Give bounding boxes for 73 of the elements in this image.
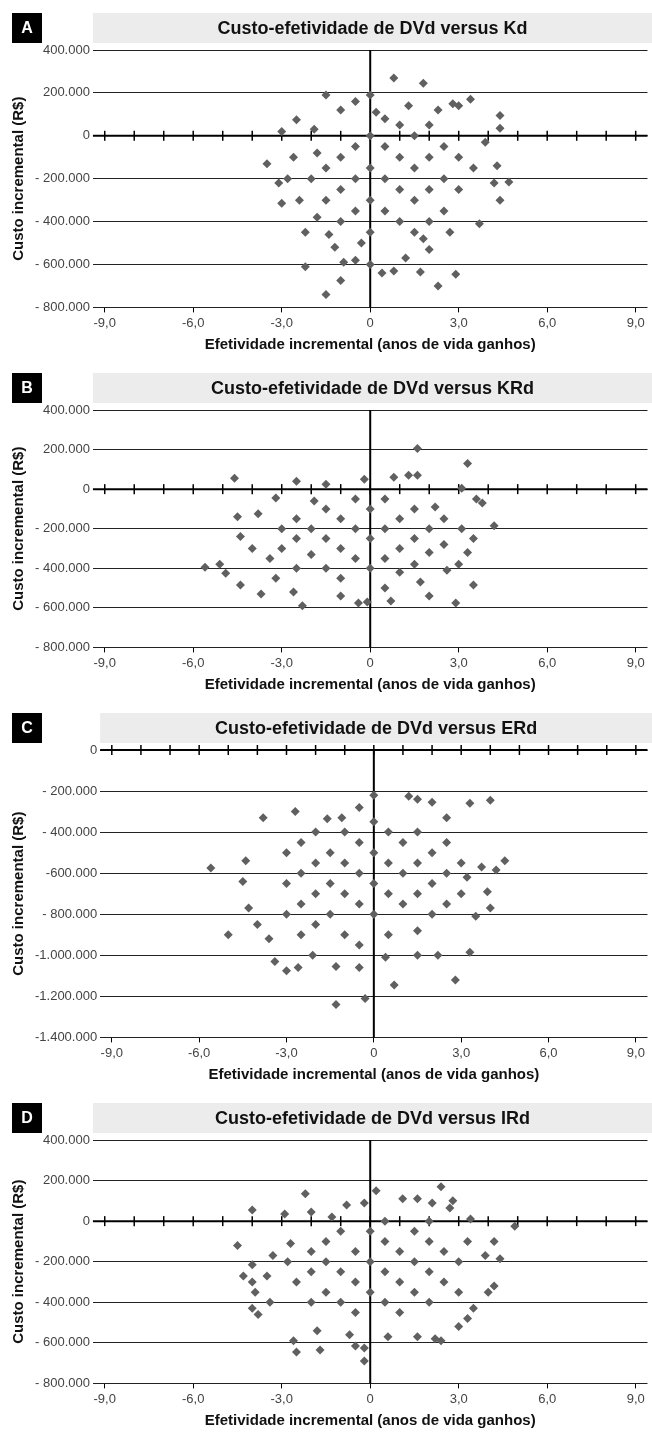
y-tick-label: - 800.000 <box>35 298 90 314</box>
x-axis-title: Efetividade incremental (anos de vida ganhos) <box>204 1411 536 1429</box>
y-tick-label: 0 <box>89 741 98 757</box>
y-tick-label: - 600.000 <box>35 1334 90 1350</box>
x-tick-label: 6,0 <box>538 314 557 330</box>
x-tick-label: 3,0 <box>449 314 468 330</box>
y-tick-label: - 800.000 <box>35 1374 90 1390</box>
text: C <box>21 719 34 737</box>
y-tick-label: - 400.000 <box>35 559 90 575</box>
y-tick-label: - 800.000 <box>35 638 90 654</box>
x-tick-label: 9,0 <box>626 1044 645 1060</box>
x-tick-label: 6,0 <box>538 654 557 670</box>
y-tick-label: - 400.000 <box>35 213 90 229</box>
y-axis-title: Custo incremental (R$) <box>9 446 27 611</box>
y-tick-label: 0 <box>82 127 90 143</box>
y-tick-label: 400.000 <box>42 401 90 417</box>
x-tick-label: 9,0 <box>626 654 645 670</box>
y-tick-label: -600.000 <box>45 864 98 880</box>
x-tick-label: 6,0 <box>539 1044 558 1060</box>
chart-title: Custo-efetividade de DVd versus Kd <box>217 17 528 38</box>
x-tick-label: -3,0 <box>270 1390 293 1406</box>
text: B <box>21 379 33 397</box>
x-tick-label: -6,0 <box>187 1044 211 1060</box>
x-tick-label: -9,0 <box>93 314 116 330</box>
y-tick-label: 400.000 <box>42 41 90 57</box>
y-tick-label: - 200.000 <box>35 520 90 536</box>
x-tick-label: 3,0 <box>449 654 468 670</box>
y-tick-label: - 800.000 <box>42 905 98 921</box>
y-tick-label: - 600.000 <box>35 599 90 615</box>
x-tick-label: 9,0 <box>626 1390 645 1406</box>
y-tick-label: 0 <box>82 480 90 496</box>
y-tick-label: - 600.000 <box>35 256 90 272</box>
x-tick-label: 9,0 <box>626 314 645 330</box>
y-tick-label: -1.200.000 <box>34 987 98 1003</box>
x-tick-label: -6,0 <box>182 1390 205 1406</box>
y-tick-label: -1.000.000 <box>34 946 98 962</box>
chart-title: Custo-efetividade de DVd versus ERd <box>215 717 538 738</box>
x-tick-label: 0 <box>370 1044 378 1060</box>
x-axis-title: Efetividade incremental (anos de vida ganhos) <box>204 335 536 353</box>
x-axis-title: Efetividade incremental (anos de vida ganhos) <box>208 1065 540 1083</box>
text: A <box>21 19 34 37</box>
x-tick-label: -3,0 <box>275 1044 298 1060</box>
y-tick-label: -1.400.000 <box>34 1028 98 1044</box>
chart-title: Custo-efetividade de DVd versus IRd <box>214 1107 531 1128</box>
y-tick-label: - 200.000 <box>35 170 90 186</box>
x-tick-label: 3,0 <box>452 1044 471 1060</box>
x-tick-label: -3,0 <box>270 314 293 330</box>
y-tick-label: - 200.000 <box>42 782 98 798</box>
x-tick-label: -6,0 <box>182 654 205 670</box>
x-tick-label: 0 <box>366 314 374 330</box>
y-tick-label: - 400.000 <box>42 823 98 839</box>
y-tick-label: 400.000 <box>42 1131 90 1147</box>
x-tick-label: -9,0 <box>93 1390 116 1406</box>
x-tick-label: 0 <box>366 1390 374 1406</box>
y-axis-title: Custo incremental (R$) <box>9 1179 27 1344</box>
x-tick-label: 3,0 <box>449 1390 468 1406</box>
x-tick-label: 0 <box>366 654 374 670</box>
x-tick-label: -6,0 <box>182 314 205 330</box>
y-tick-label: 200.000 <box>42 441 90 457</box>
y-tick-label: - 400.000 <box>35 1293 90 1309</box>
y-axis-title: Custo incremental (R$) <box>9 96 27 261</box>
x-tick-label: -9,0 <box>100 1044 124 1060</box>
chart-title: Custo-efetividade de DVd versus KRd <box>210 377 535 398</box>
x-axis-title: Efetividade incremental (anos de vida ganhos) <box>204 675 536 693</box>
y-axis-title: Custo incremental (R$) <box>9 811 27 976</box>
x-tick-label: -3,0 <box>270 654 293 670</box>
y-tick-label: - 200.000 <box>35 1253 90 1269</box>
text: D <box>21 1109 33 1127</box>
y-tick-label: 0 <box>82 1212 90 1228</box>
x-tick-label: -9,0 <box>93 654 116 670</box>
x-tick-label: 6,0 <box>538 1390 557 1406</box>
y-tick-label: 200.000 <box>42 1172 90 1188</box>
y-tick-label: 200.000 <box>42 84 90 100</box>
